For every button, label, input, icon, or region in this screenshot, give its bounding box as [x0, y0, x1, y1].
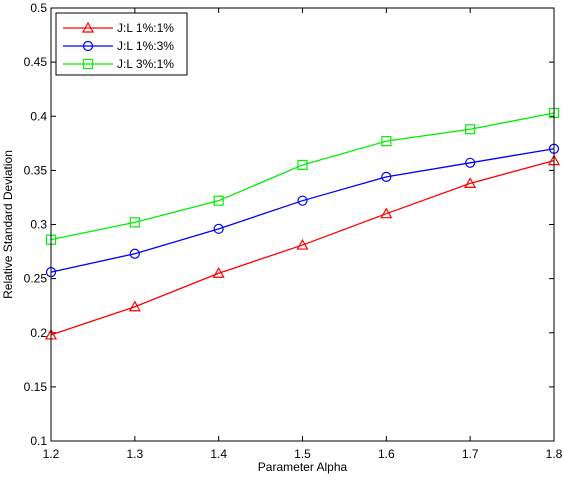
data-point-triangle — [128, 300, 141, 312]
data-point-circle — [129, 248, 140, 259]
data-point-circle — [213, 223, 224, 234]
legend-marker-circle-icon — [82, 40, 94, 52]
y-tick-label: 0.2 — [30, 326, 47, 340]
x-tick-label: 1.5 — [294, 447, 311, 461]
y-tick-label: 0.45 — [24, 55, 48, 69]
legend-label: J:L 3%:1% — [117, 57, 174, 71]
legend-label: J:L 1%:1% — [117, 21, 174, 35]
y-tick-label: 0.35 — [24, 163, 48, 177]
legend-item: J:L 1%:1% — [63, 21, 174, 35]
data-point-square — [381, 136, 392, 147]
series-square — [45, 107, 560, 245]
y-axis-label: Relative Standard Deviation — [1, 150, 15, 299]
data-point-triangle — [296, 238, 309, 250]
series-line-circle — [50, 148, 555, 273]
y-tick-label: 0.1 — [30, 434, 47, 448]
x-axis-label: Parameter Alpha — [258, 460, 348, 474]
series-line-triangle — [50, 160, 555, 336]
legend-marker-square-icon — [82, 58, 94, 70]
x-tick-label: 1.6 — [378, 447, 395, 461]
legend-marker-triangle-icon — [81, 21, 95, 33]
y-tick-label: 0.15 — [24, 380, 48, 394]
series-line-square — [50, 112, 555, 241]
data-point-square — [213, 195, 224, 206]
x-tick-label: 1.3 — [126, 447, 143, 461]
series-triangle — [44, 154, 561, 340]
x-tick-label: 1.4 — [210, 447, 227, 461]
plot-frame — [50, 7, 555, 442]
data-point-circle — [297, 195, 308, 206]
data-point-square — [465, 124, 476, 135]
legend-label: J:L 1%:3% — [117, 39, 174, 53]
data-point-circle — [381, 171, 392, 182]
legend-box — [55, 12, 188, 76]
x-tick-label: 1.8 — [546, 447, 563, 461]
x-tick-label: 1.7 — [462, 447, 479, 461]
data-point-triangle — [380, 207, 393, 219]
data-point-square — [297, 159, 308, 171]
data-point-circle — [465, 157, 476, 168]
legend-item: J:L 1%:3% — [63, 39, 174, 53]
y-tick-label: 0.5 — [30, 1, 47, 15]
series-layer — [44, 107, 561, 340]
y-tick-label: 0.25 — [24, 272, 48, 286]
y-tick-label: 0.4 — [30, 109, 47, 123]
legend: J:L 1%:1% J:L 1%:3% J:L 3%:1% — [55, 12, 188, 76]
legend-item: J:L 3%:1% — [63, 57, 174, 71]
series-circle — [45, 143, 560, 278]
data-point-triangle — [464, 177, 477, 188]
data-point-square — [129, 217, 140, 228]
x-tick-label: 1.2 — [43, 447, 60, 461]
y-tick-label: 0.3 — [30, 218, 47, 232]
data-point-triangle — [212, 266, 225, 278]
